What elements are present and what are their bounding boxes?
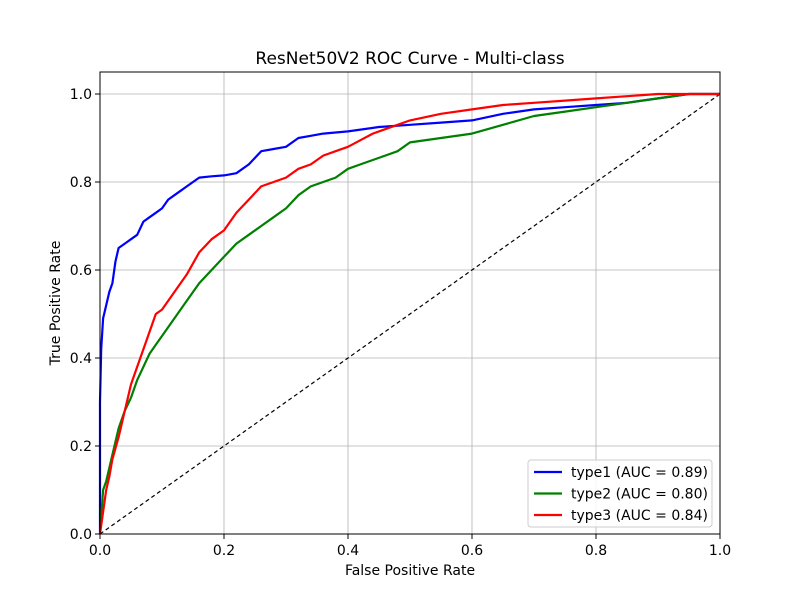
x-tick-label: 1.0 — [709, 543, 731, 559]
chance-diagonal-line — [99, 93, 721, 535]
series-line-type3 — [98, 92, 720, 535]
x-tick-label: 0.6 — [461, 543, 483, 559]
reference-line-layer — [99, 93, 721, 535]
x-tick-label: 0.0 — [89, 543, 111, 559]
x-tick-label: 0.2 — [213, 543, 235, 559]
grid — [99, 72, 721, 535]
chart-title: ResNet50V2 ROC Curve - Multi-class — [255, 49, 564, 69]
plot-frame — [99, 71, 721, 535]
series-layer — [98, 92, 720, 535]
ticks: 0.0 0.2 0.4 0.6 0.8 1.0 0.0 0.2 0.4 0.6 0.8 1.0 — [70, 87, 731, 559]
series-line-type1 — [98, 92, 720, 534]
y-tick-label: 0.0 — [70, 527, 92, 543]
y-axis-label: True Positive Rate — [48, 241, 64, 367]
legend-label: type2 (AUC = 0.80) — [571, 487, 708, 503]
legend: type1 (AUC = 0.89) type2 (AUC = 0.80) type… — [527, 459, 713, 528]
x-tick-label: 0.8 — [585, 543, 607, 559]
y-tick-label: 0.4 — [70, 351, 92, 367]
legend-box — [527, 459, 713, 528]
y-tick-label: 1.0 — [70, 87, 92, 103]
legend-label: type1 (AUC = 0.89) — [571, 465, 708, 481]
x-tick-label: 0.4 — [337, 543, 359, 559]
series-line-type2 — [98, 92, 720, 535]
legend-label: type3 (AUC = 0.84) — [571, 508, 708, 524]
y-tick-label: 0.2 — [70, 439, 92, 455]
x-axis-label: False Positive Rate — [345, 563, 475, 579]
y-tick-label: 0.6 — [70, 263, 92, 279]
y-tick-label: 0.8 — [70, 175, 92, 191]
